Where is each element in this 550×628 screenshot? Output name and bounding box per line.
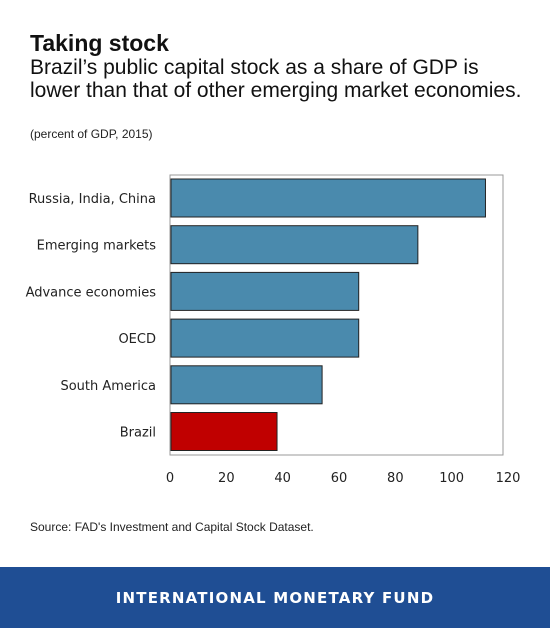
bar-oecd [170,318,360,358]
imf-wordmark: INTERNATIONAL MONETARY FUND [115,588,435,607]
bar-chart: Russia, India, China Emerging markets Adva… [26,174,521,486]
chart-unit-note: (percent of GDP, 2015) [30,127,153,141]
x-tick-label: 100 [439,471,464,486]
category-label: Brazil [120,426,156,441]
x-tick-label: 60 [331,471,348,486]
x-tick-labels-group: 0 20 40 60 80 100 120 [166,471,521,486]
chart-title: Taking stock [30,30,169,56]
category-label: South America [60,379,156,394]
bar-russia-india-china [170,178,486,218]
bar-brazil [170,412,278,451]
category-label: OECD [118,332,156,347]
x-tick-label: 120 [496,471,521,486]
category-label: Russia, India, China [29,192,156,207]
bar-south-america [170,365,323,405]
footer-bar: INTERNATIONAL MONETARY FUND [0,567,550,628]
category-label: Advance economies [26,285,157,300]
x-tick-label: 40 [274,471,291,486]
chart-subtitle: Brazil’s public capital stock as a share… [30,56,522,102]
bar-advance-economies [170,271,360,311]
bars-group [170,178,486,451]
bar-emerging-markets [170,225,419,265]
x-tick-label: 0 [166,471,174,486]
x-tick-label: 20 [218,471,235,486]
category-labels-group: Russia, India, China Emerging markets Adva… [26,192,157,441]
plot-frame [169,174,504,456]
category-label: Emerging markets [37,239,157,254]
source-note: Source: FAD's Investment and Capital Sto… [30,520,314,534]
x-tick-label: 80 [387,471,404,486]
